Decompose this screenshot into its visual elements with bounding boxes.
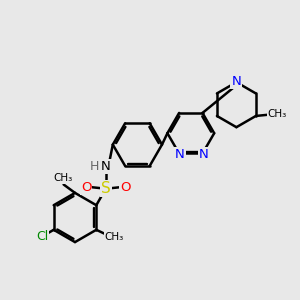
Text: CH₃: CH₃: [54, 173, 73, 183]
Text: H: H: [90, 160, 99, 173]
Text: CH₃: CH₃: [268, 110, 287, 119]
Text: Cl: Cl: [36, 230, 48, 243]
Text: N: N: [199, 148, 209, 160]
Text: O: O: [81, 181, 92, 194]
Text: N: N: [232, 75, 241, 88]
Text: O: O: [121, 181, 131, 194]
Text: N: N: [101, 160, 111, 173]
Text: CH₃: CH₃: [105, 232, 124, 242]
Text: N: N: [175, 148, 184, 161]
Text: S: S: [101, 181, 111, 196]
